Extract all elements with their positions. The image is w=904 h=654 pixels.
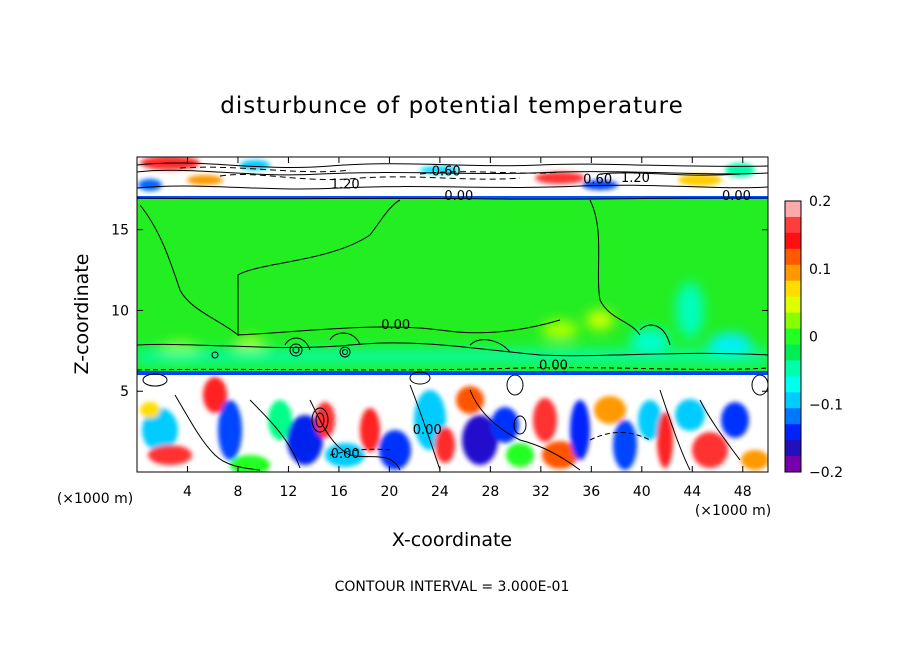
x-tick-label: 28 (481, 484, 499, 500)
colorbar-cell (785, 440, 801, 457)
colorbar-cell (785, 296, 801, 314)
y-tick-label: 15 (111, 223, 129, 239)
colorbar-cell (785, 344, 801, 361)
colorbar-cell (785, 392, 801, 409)
plot-area: 0.60 1.20 0.00 0.60 1.20 0.00 0.00 0.00 0.00 0.00 (137, 157, 768, 472)
x-tick-label: 20 (380, 484, 398, 500)
colorbar-cell (785, 456, 801, 473)
colorbar-cell (785, 408, 801, 425)
x-unit-right: (×1000 m) (695, 503, 771, 519)
colorbar-cell (785, 328, 801, 345)
x-tick-label: 12 (280, 484, 298, 500)
y-axis-label: Z-coordinate (71, 254, 93, 375)
x-tick-label: 16 (330, 484, 348, 500)
y-tick-label: 5 (120, 384, 129, 400)
colorbar-cell (785, 360, 801, 377)
colorbar: 0.2 0.1 0 −0.1 −0.2 (784, 194, 843, 481)
chart-title: disturbunce of potential temperature (220, 93, 684, 119)
contour-label: 0.00 (444, 189, 473, 204)
x-unit-left: (×1000 m) (57, 491, 133, 507)
colorbar-tick-label: −0.2 (809, 465, 843, 481)
contour-interval-note: CONTOUR INTERVAL = 3.000E-01 (335, 579, 570, 595)
colorbar-cell (785, 280, 801, 298)
contour-label: 0.00 (722, 189, 751, 204)
colorbar-cell (785, 232, 801, 250)
contour-lines (137, 162, 768, 471)
colorbar-tick-label: 0.2 (809, 194, 831, 210)
x-tick-label: 40 (633, 484, 651, 500)
y-tick-marks (137, 229, 768, 392)
y-tick-label: 10 (111, 303, 129, 319)
contour-label: 0.00 (331, 447, 360, 462)
y-tick-labels: 5 10 15 (111, 223, 129, 401)
x-tick-label: 4 (183, 484, 192, 500)
contour-label: 0.60 (432, 165, 461, 180)
colorbar-cell (785, 424, 801, 441)
colorbar-cells (785, 201, 801, 473)
x-tick-label: 24 (431, 484, 449, 500)
colorbar-labels: 0.2 0.1 0 −0.1 −0.2 (809, 194, 843, 481)
colorbar-tick-label: 0.1 (809, 262, 831, 278)
colorbar-tick-label: 0 (809, 330, 818, 346)
contour-label: 0.00 (539, 358, 568, 373)
contour-label: 1.20 (331, 177, 360, 192)
colorbar-cell (785, 216, 801, 234)
x-tick-labels: 4 8 12 16 20 24 28 32 36 40 44 48 (183, 484, 752, 500)
small-contours (211, 343, 351, 359)
colorbar-cell (785, 264, 801, 282)
x-tick-label: 36 (582, 484, 600, 500)
lower-turbulence (137, 371, 768, 472)
x-tick-label: 8 (233, 484, 242, 500)
contour-labels: 0.60 1.20 0.00 0.60 1.20 0.00 0.00 0.00 0.00 0.00 (331, 165, 751, 463)
contour-label: 0.00 (381, 318, 410, 333)
upper-band (137, 157, 768, 199)
colorbar-tick-label: −0.1 (809, 397, 843, 413)
x-tick-label: 48 (734, 484, 752, 500)
x-tick-marks (186, 157, 744, 472)
x-tick-label: 32 (532, 484, 550, 500)
colorbar-cell (785, 312, 801, 330)
colorbar-cell (785, 376, 801, 393)
x-tick-label: 44 (683, 484, 701, 500)
contour-label: 0.60 (583, 173, 612, 188)
contour-label: 1.20 (621, 171, 650, 186)
x-axis-label: X-coordinate (392, 529, 512, 551)
colorbar-cell (785, 201, 801, 218)
colorbar-cell (785, 248, 801, 266)
contour-label: 0.00 (413, 423, 442, 438)
plot-frame (136, 156, 769, 473)
